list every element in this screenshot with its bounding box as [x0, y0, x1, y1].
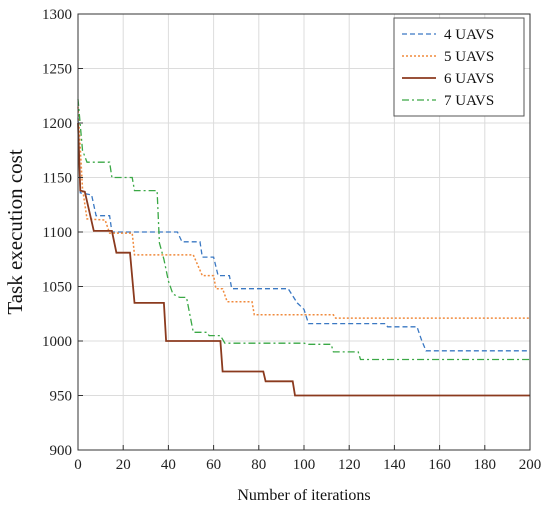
x-tick-label: 60 — [206, 457, 221, 473]
x-axis-ticks: 0 20 40 60 80 100 120 140 160 180 200 — [74, 445, 541, 473]
y-tick-label: 1100 — [43, 225, 72, 241]
x-tick-label: 0 — [74, 457, 82, 473]
y-tick-label: 1200 — [42, 116, 72, 132]
x-tick-label: 200 — [519, 457, 542, 473]
legend-box — [393, 17, 525, 117]
legend-label: 5 UAVS — [444, 49, 494, 65]
x-tick-label: 40 — [161, 457, 176, 473]
y-tick-label: 1000 — [42, 334, 72, 350]
y-tick-label: 900 — [50, 443, 73, 459]
y-tick-label: 1050 — [42, 280, 72, 296]
y-tick-label: 1150 — [43, 171, 72, 187]
x-axis-title: Number of iterations — [237, 487, 370, 504]
legend-label: 4 UAVS — [444, 27, 494, 43]
y-tick-label: 1250 — [42, 62, 72, 78]
x-tick-label: 80 — [251, 457, 266, 473]
series-line-4 — [77, 98, 530, 361]
x-tick-label: 100 — [293, 457, 316, 473]
legend: 4 UAVS 5 UAVS 6 UAVS 7 UAVS — [393, 17, 525, 117]
series-line-3 — [77, 122, 530, 397]
x-tick-label: 140 — [383, 457, 406, 473]
x-tick-label: 20 — [116, 457, 131, 473]
x-tick-label: 120 — [338, 457, 361, 473]
legend-label: 6 UAVS — [444, 71, 494, 87]
series-lines — [77, 98, 530, 397]
y-tick-label: 950 — [50, 389, 73, 405]
legend-label: 7 UAVS — [444, 93, 494, 109]
y-axis-ticks: 900 950 1000 1050 1100 1150 1200 1250 1300 — [42, 7, 83, 459]
x-tick-label: 160 — [428, 457, 451, 473]
y-tick-label: 1300 — [42, 7, 72, 23]
series-line-2 — [77, 106, 530, 319]
y-axis-title: Task execution cost — [3, 149, 27, 314]
series-line-1 — [77, 117, 530, 352]
x-tick-label: 180 — [474, 457, 497, 473]
